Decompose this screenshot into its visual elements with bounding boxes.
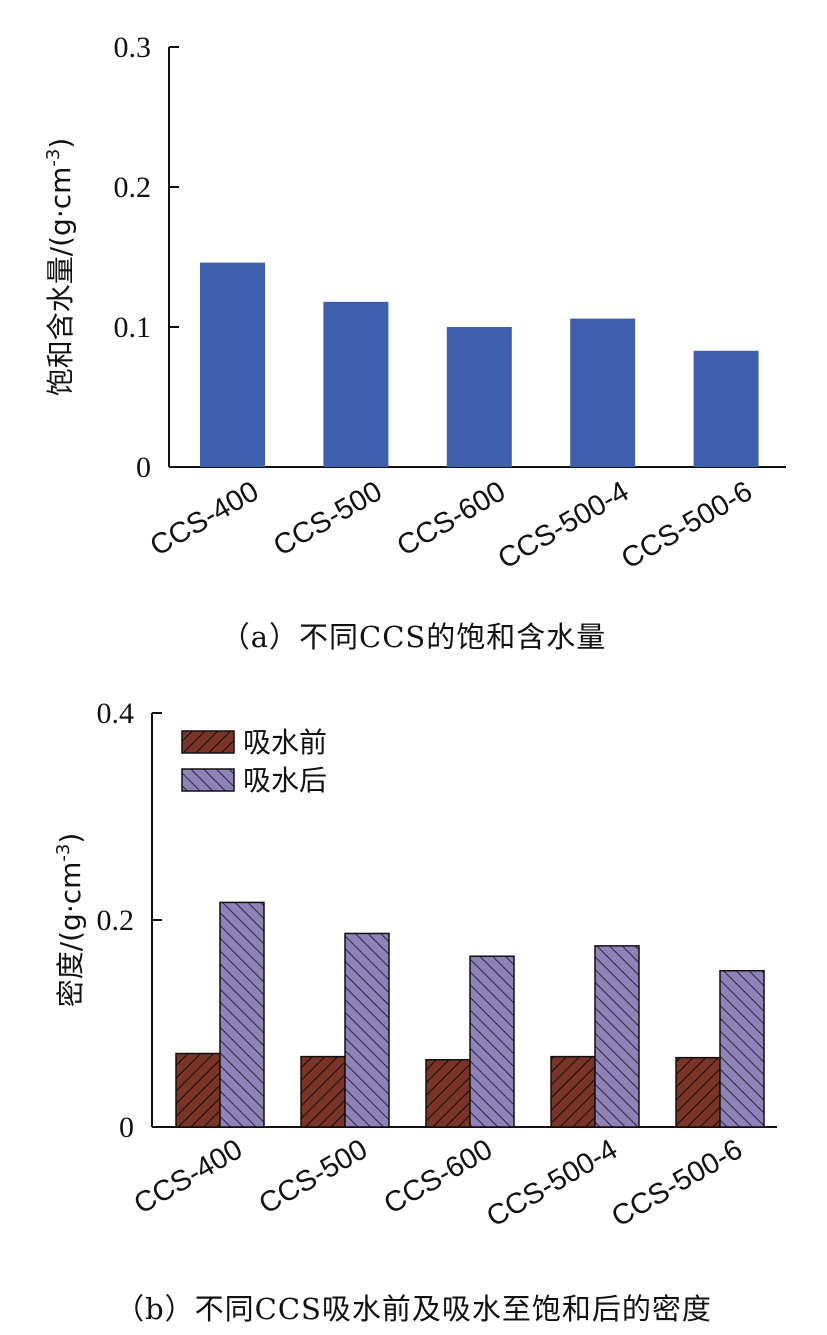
chart-b-bar-s1-0: [219, 901, 265, 1128]
chart-b-legend-swatch: [181, 768, 235, 792]
chart-a-y-tick-label: 0.2: [114, 171, 152, 204]
chart-b-y-axis-title: 密度/(g·cm-3): [53, 833, 87, 1008]
chart-b-x-tick-label: CCS-600: [379, 1133, 498, 1220]
chart-b-svg: 0 0.2 0.4 CCS-400 CCS-500 CCS-600CCS-500-4CCS…: [53, 697, 777, 1234]
chart-a-bar-3: [570, 318, 636, 467]
chart-b-caption: （b）不同CCS吸水前及吸水至饱和后的密度: [115, 1292, 712, 1326]
chart-b-bar-s1-1: [344, 932, 390, 1128]
chart-a-caption: （a）不同CCS的饱和含水量: [220, 620, 607, 654]
chart-a-bar-1: [323, 301, 389, 467]
chart-b-bar-s1-2: [469, 955, 515, 1128]
chart-b-y-tick-label: 0.4: [97, 697, 135, 730]
chart-b-bar-s0-0: [175, 1052, 221, 1128]
chart-b-x-tick-label: CCS-500: [254, 1133, 373, 1220]
chart-b-bar-s0-1: [300, 1055, 346, 1128]
chart-b-x-tick-label: CCS-500-6: [606, 1133, 748, 1233]
chart-a-x-tick-label: CCS-400: [145, 475, 264, 562]
chart-a-y-tick-label: 0.1: [114, 311, 152, 344]
chart-b-x-tick-label: CCS-500-4: [481, 1133, 623, 1233]
chart-a-panel: 0 0.1 0.2 0.3 CCS-400 CCS-500 CCS-600 CCS-500-4…: [43, 31, 786, 654]
chart-a-bar-2: [446, 327, 512, 467]
chart-a-y-tick-label: 0.3: [114, 31, 152, 64]
chart-b-bar-s0-2: [425, 1058, 471, 1128]
chart-b-panel: 0 0.2 0.4 CCS-400 CCS-500 CCS-600 CCS-500-4 CCS…: [0, 668, 827, 1335]
chart-b-legend-swatch: [181, 730, 235, 754]
chart-a-x-tick-label: CCS-500-4: [493, 475, 635, 575]
chart-a-bar-4: [693, 350, 759, 467]
chart-a-y-tick-label: 0: [136, 451, 151, 484]
chart-b-bar-s1-4: [719, 969, 765, 1128]
chart-b-legend-label: 吸水后: [243, 764, 327, 797]
chart-a-y-axis-title: 饱和含水量/(g·cm-3): [43, 138, 77, 397]
chart-b-y-tick-label: 0: [119, 1111, 134, 1144]
chart-b-legend-label: 吸水前: [243, 726, 327, 759]
chart-b-bar-s0-3: [550, 1055, 596, 1128]
chart-b-bar-s0-4: [675, 1056, 721, 1128]
chart-a-x-tick-label: CCS-500: [268, 475, 387, 562]
chart-b-bar-s1-3: [594, 945, 640, 1128]
chart-a-bar-0: [200, 262, 265, 467]
chart-a-x-tick-label: CCS-500-6: [616, 475, 758, 575]
chart-b-x-tick-label: CCS-400: [129, 1133, 248, 1220]
chart-b-y-tick-label: 0.2: [97, 904, 135, 937]
